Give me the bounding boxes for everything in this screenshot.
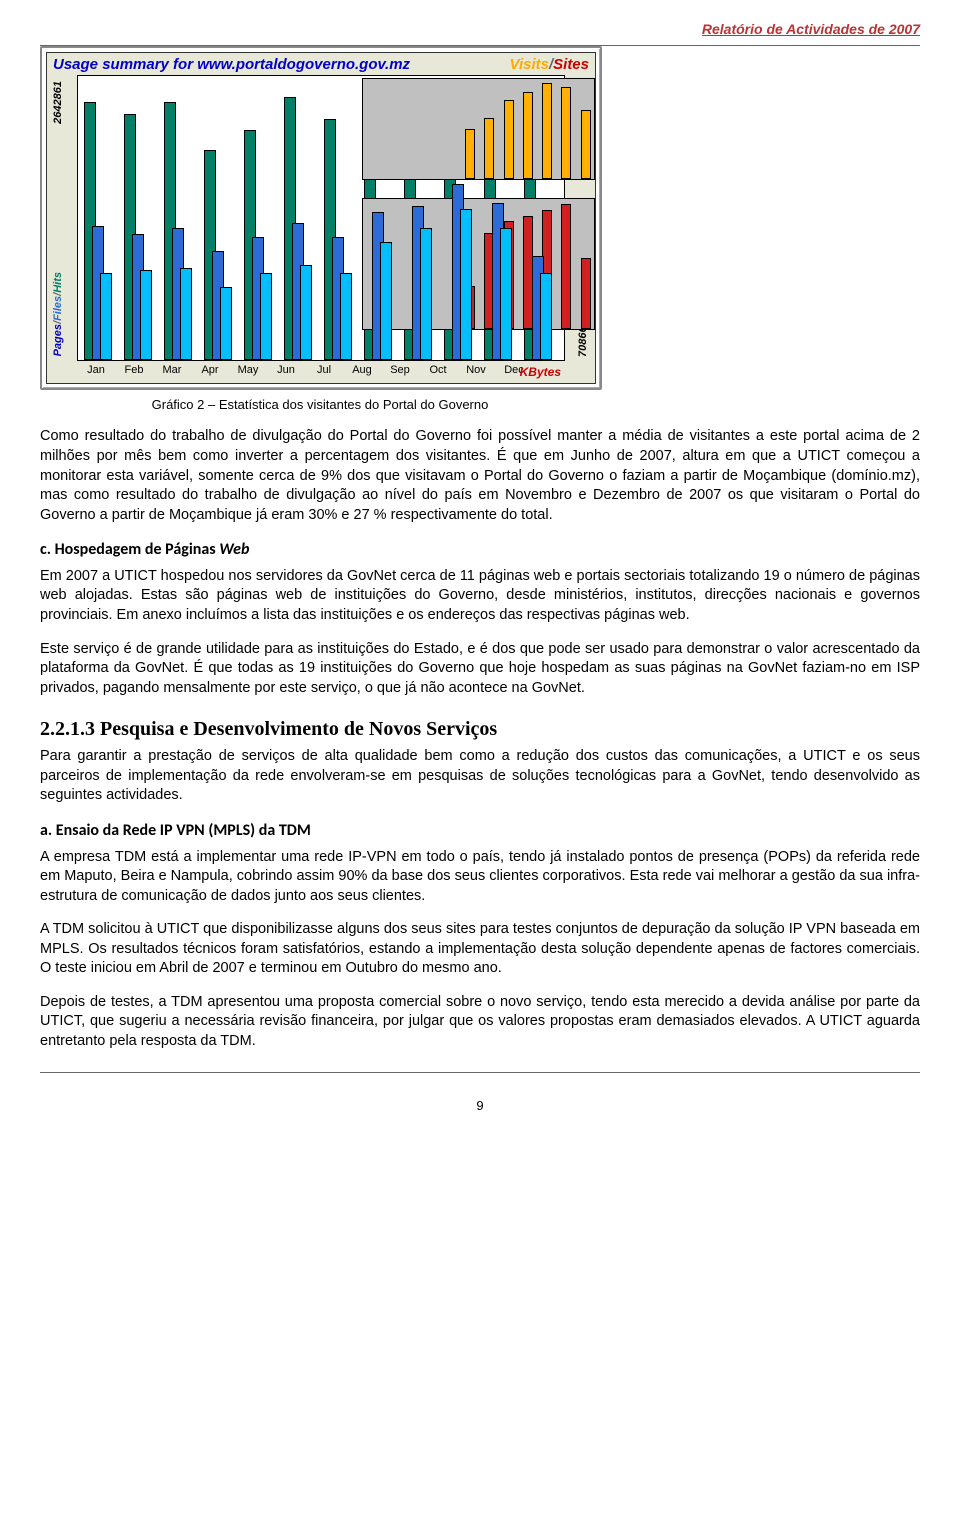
bar: [460, 209, 472, 360]
chart-frame: Usage summary for www.portaldogoverno.go…: [40, 46, 602, 390]
y-left-label: Pages/Files/Hits: [51, 272, 66, 356]
month-label: Feb: [115, 363, 153, 378]
bar: [540, 273, 552, 360]
subhead-c-label: c. Hospedagem de Páginas: [40, 540, 219, 559]
visits-label: Visits: [510, 56, 549, 73]
month-label: Aug: [343, 363, 381, 378]
sub-bar: [542, 83, 552, 179]
subhead-c: c. Hospedagem de Páginas Web: [40, 539, 920, 561]
sub-bar: [561, 87, 571, 179]
month-label: Mar: [153, 363, 191, 378]
chart-title: Usage summary for www.portaldogoverno.go…: [47, 53, 595, 77]
page-header: Relatório de Actividades de 2007: [40, 20, 920, 39]
x-axis: JanFebMarAprMayJunJulAugSepOctNovDec: [77, 363, 565, 381]
bar: [180, 268, 192, 360]
sub-plot-top: [362, 78, 595, 180]
bar: [260, 273, 272, 360]
month-label: Jul: [305, 363, 343, 378]
sub-bar: [484, 118, 494, 178]
bar: [300, 265, 312, 360]
sub-bar: [465, 129, 475, 179]
chart-caption: Gráfico 2 – Estatística dos visitantes d…: [40, 396, 600, 414]
bar: [220, 287, 232, 360]
chart-title-host: www.portaldogoverno.gov.mz: [197, 56, 410, 73]
month-label: Sep: [381, 363, 419, 378]
para-1: Como resultado do trabalho de divulgação…: [40, 427, 920, 525]
para-4: Para garantir a prestação de serviços de…: [40, 747, 920, 806]
month-label: Oct: [419, 363, 457, 378]
sub-plot-bottom: [362, 198, 595, 330]
subhead-c-ital: Web: [219, 540, 249, 559]
bar: [500, 228, 512, 360]
month-label: Jun: [267, 363, 305, 378]
chart-title-prefix: Usage summary for: [53, 56, 197, 73]
sub-bar: [581, 258, 591, 329]
chart-inner: Usage summary for www.portaldogoverno.go…: [46, 52, 596, 384]
sub-bar: [561, 204, 571, 329]
month-label: Nov: [457, 363, 495, 378]
page-number: 9: [40, 1097, 920, 1115]
page: Relatório de Actividades de 2007 Usage s…: [0, 0, 960, 1154]
bar: [140, 270, 152, 360]
bar: [340, 273, 352, 360]
footer-rule: [40, 1072, 920, 1073]
month-label: May: [229, 363, 267, 378]
para-5: A empresa TDM está a implementar uma red…: [40, 848, 920, 907]
y-left-top: 2642861: [51, 81, 66, 124]
sites-label: Sites: [553, 56, 589, 73]
para-3: Este serviço é de grande utilidade para …: [40, 640, 920, 699]
sub-bar: [504, 100, 514, 179]
para-2: Em 2007 a UTICT hospedou nos servidores …: [40, 567, 920, 626]
para-6: A TDM solicitou à UTICT que disponibiliz…: [40, 920, 920, 979]
section-heading: 2.2.1.3 Pesquisa e Desenvolvimento de No…: [40, 716, 920, 743]
month-label: Jan: [77, 363, 115, 378]
bar: [380, 242, 392, 360]
month-label: Apr: [191, 363, 229, 378]
subhead-a: a. Ensaio da Rede IP VPN (MPLS) da TDM: [40, 820, 920, 842]
kbytes-label: KBytes: [520, 364, 561, 380]
bar: [420, 228, 432, 360]
sub-bar: [523, 92, 533, 179]
para-7: Depois de testes, a TDM apresentou uma p…: [40, 993, 920, 1052]
bar: [100, 273, 112, 360]
sub-bar: [581, 110, 591, 179]
